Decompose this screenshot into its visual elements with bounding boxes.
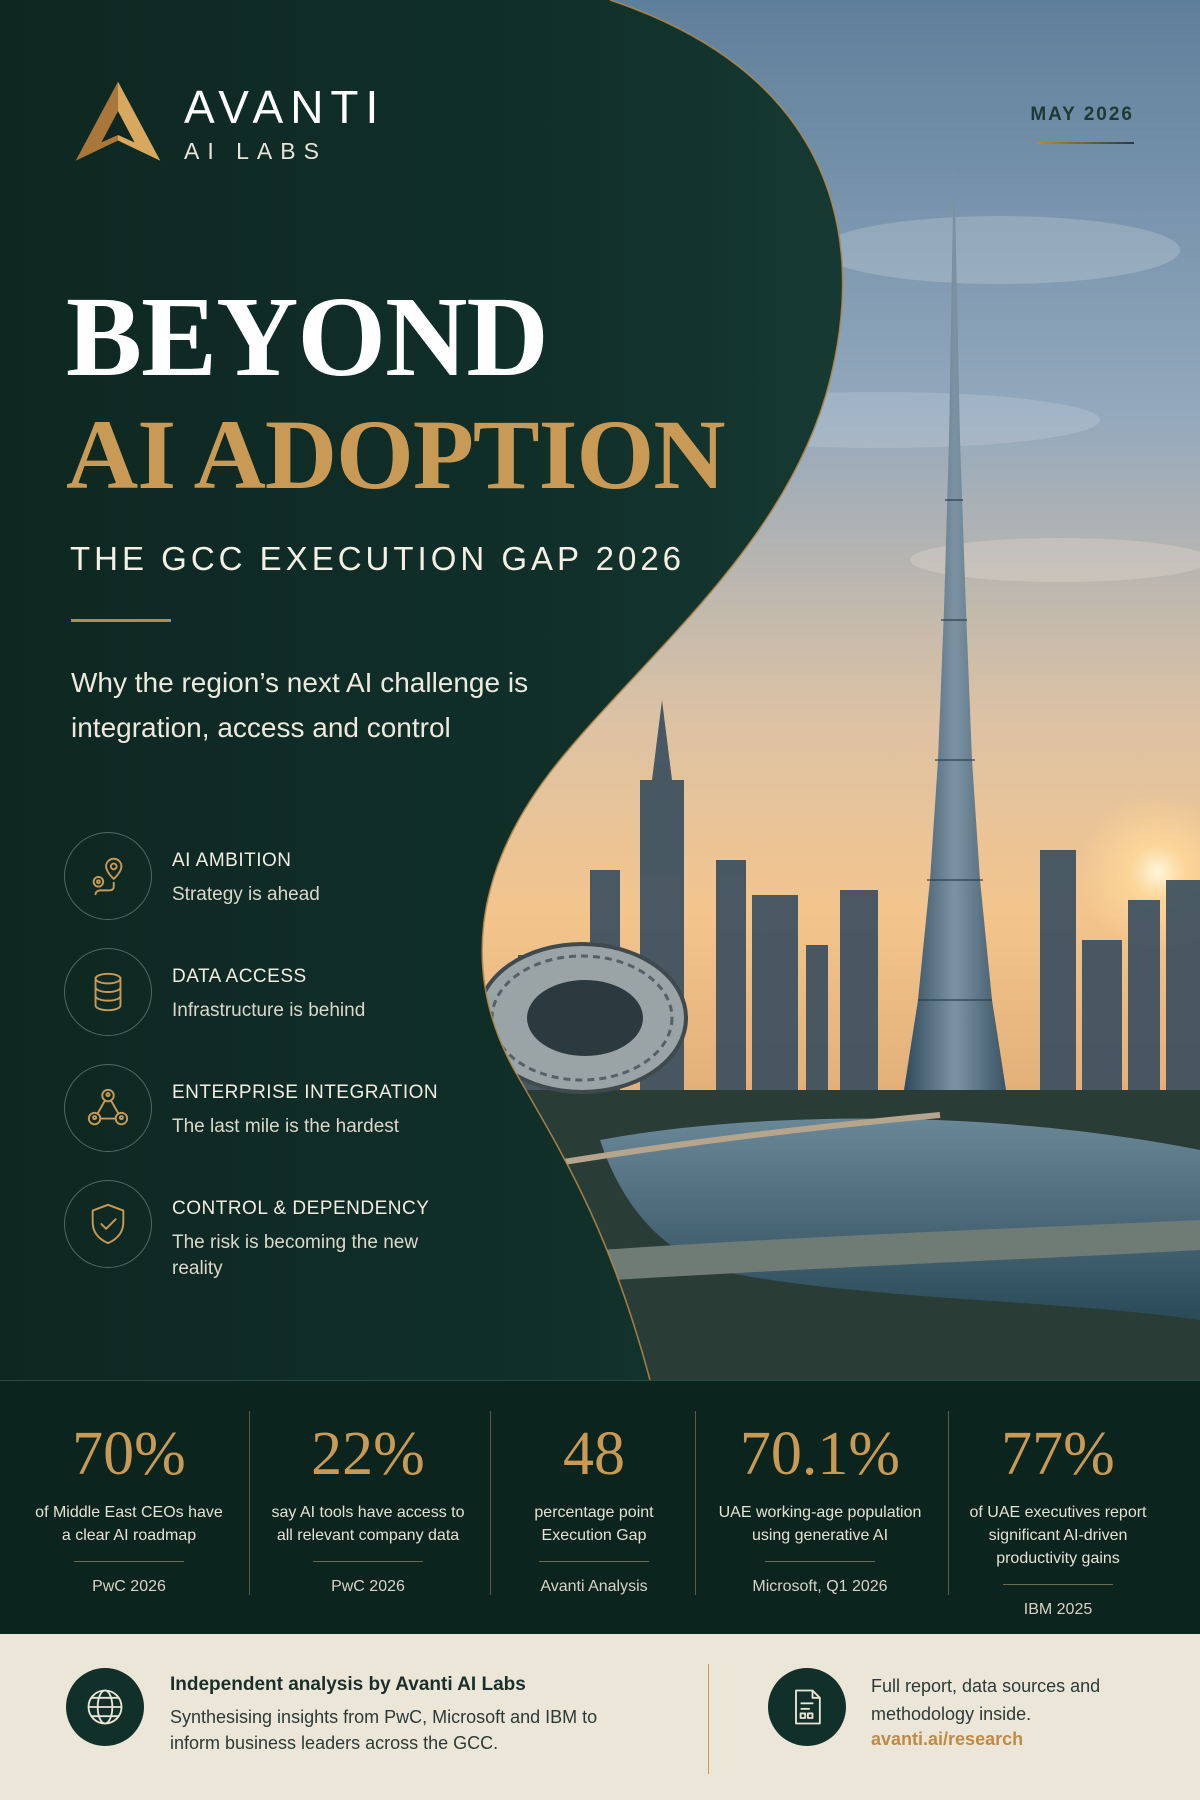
- stat-source: IBM 2025: [1023, 1601, 1093, 1618]
- subtitle: THE GCC EXECUTION GAP 2026: [70, 540, 686, 577]
- feature-description: The last mile is the hardest: [172, 1116, 400, 1137]
- stat-description: of UAE executives report significant AI-…: [969, 1504, 1147, 1567]
- footer-title: Independent analysis by Avanti AI Labs: [170, 1674, 526, 1695]
- stat-value: 77%: [1001, 1420, 1115, 1488]
- headline-line-1: BEYOND: [66, 273, 549, 400]
- stat-description: UAE working-age population using generat…: [718, 1504, 922, 1544]
- stat-divider: [695, 1411, 696, 1595]
- feature-item: DATA ACCESS Infrastructure is behind: [64, 948, 584, 1036]
- stat-rule: [74, 1561, 184, 1562]
- feature-title: CONTROL & DEPENDENCY: [172, 1198, 430, 1219]
- feature-description: Infrastructure is behind: [172, 1000, 366, 1021]
- stat-card: 48 percentage point Execution Gap Avanti…: [500, 1381, 688, 1635]
- stat-divider: [490, 1411, 491, 1595]
- footer-divider: [708, 1664, 709, 1774]
- stat-rule: [313, 1561, 423, 1562]
- stat-rule: [765, 1561, 875, 1562]
- stat-value: 48: [563, 1420, 625, 1488]
- lede: Why the region’s next AI challenge is in…: [71, 667, 529, 743]
- stat-value: 70.1%: [739, 1420, 901, 1488]
- avanti-logo-icon: [75, 81, 161, 161]
- footer-cta-text: Full report, data sources and methodolog…: [871, 1676, 1101, 1724]
- stat-rule: [539, 1561, 649, 1562]
- feature-item: CONTROL & DEPENDENCY The risk is becomin…: [64, 1180, 584, 1282]
- stat-divider: [948, 1411, 949, 1595]
- research-link[interactable]: avanti.ai/research: [871, 1729, 1024, 1749]
- stat-value: 22%: [311, 1420, 425, 1488]
- footer: Independent analysis by Avanti AI Labs S…: [0, 1634, 1200, 1800]
- stat-value: 70%: [72, 1420, 186, 1488]
- stat-source: PwC 2026: [331, 1578, 405, 1595]
- stat-source: PwC 2026: [92, 1578, 166, 1595]
- stat-card: 22% say AI tools have access to all rele…: [258, 1381, 478, 1635]
- feature-title: AI AMBITION: [172, 850, 292, 871]
- headline-line-2: AI ADOPTION: [66, 399, 726, 510]
- stat-card: 70% of Middle East CEOs have a clear AI …: [24, 1381, 234, 1635]
- date-rule: [1036, 142, 1134, 144]
- city-skyline-image: [0, 0, 1200, 1380]
- stat-card: 77% of UAE executives report significant…: [958, 1381, 1158, 1635]
- feature-description: Strategy is ahead: [172, 884, 320, 905]
- database-icon: [64, 948, 152, 1036]
- stat-description: percentage point Execution Gap: [534, 1504, 654, 1544]
- brand: AVANTI AI LABS: [72, 78, 385, 170]
- feature-item: ENTERPRISE INTEGRATION The last mile is …: [64, 1064, 584, 1152]
- map-route-icon: [64, 832, 152, 920]
- gold-divider: [71, 619, 171, 622]
- stat-description: of Middle East CEOs have a clear AI road…: [35, 1504, 223, 1544]
- stat-card: 70.1% UAE working-age population using g…: [705, 1381, 935, 1635]
- stats-strip: 70% of Middle East CEOs have a clear AI …: [0, 1380, 1200, 1634]
- brand-subtitle: AI LABS: [184, 137, 327, 164]
- brand-name: AVANTI: [184, 80, 386, 133]
- feature-item: AI AMBITION Strategy is ahead: [64, 832, 584, 920]
- globe-icon: [66, 1668, 144, 1746]
- shield-check-icon: [64, 1180, 152, 1268]
- stat-description: say AI tools have access to all relevant…: [271, 1504, 465, 1544]
- feature-title: DATA ACCESS: [172, 966, 307, 987]
- stat-source: Avanti Analysis: [540, 1578, 648, 1595]
- footer-description: Synthesising insights from PwC, Microsof…: [170, 1707, 598, 1753]
- network-icon: [64, 1064, 152, 1152]
- hero: AVANTI AI LABS MAY 2026 BEYOND AI ADOPTI…: [0, 0, 1200, 1380]
- report-document-icon: [768, 1668, 846, 1746]
- feature-title: ENTERPRISE INTEGRATION: [172, 1082, 439, 1103]
- stat-source: Microsoft, Q1 2026: [752, 1578, 888, 1595]
- stat-rule: [1003, 1584, 1113, 1585]
- feature-description: The risk is becoming the new reality: [172, 1232, 419, 1279]
- issue-date: MAY 2026: [1030, 104, 1134, 125]
- stat-divider: [249, 1411, 250, 1595]
- issue-date-block: MAY 2026: [1030, 104, 1134, 144]
